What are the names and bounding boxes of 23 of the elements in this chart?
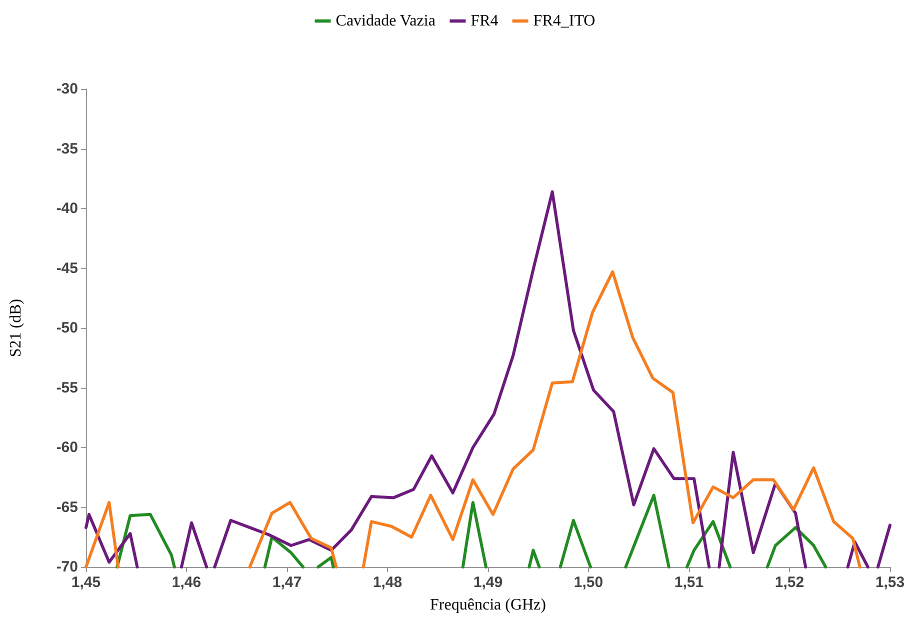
x-tick-label: 1,47: [272, 574, 302, 591]
legend-label: FR4_ITO: [533, 12, 596, 30]
legend-label: Cavidade Vazia: [336, 12, 436, 30]
legend-label: FR4: [470, 12, 498, 30]
y-tick-label: -65: [56, 498, 78, 516]
x-tick-label: 1,50: [574, 574, 604, 591]
y-tick-label: -55: [56, 379, 78, 396]
y-tick-label: -40: [56, 200, 78, 217]
x-tick-label: 1,46: [172, 574, 202, 591]
y-tick-label: -60: [56, 439, 78, 456]
y-tick-label: -45: [56, 260, 78, 277]
x-axis-title: Frequência (GHz): [430, 596, 546, 614]
y-axis-title: S21 (dB): [8, 298, 24, 358]
x-tick-label: 1,51: [674, 574, 704, 591]
y-tick-label: -70: [56, 558, 78, 576]
x-tick-label: 1,48: [372, 574, 402, 591]
x-tick-label: 1,53: [875, 574, 905, 591]
x-tick-label: 1,45: [71, 574, 101, 591]
y-tick-label: -35: [56, 140, 78, 158]
y-tick-label: -30: [56, 80, 78, 98]
x-tick-label: 1,52: [774, 574, 804, 591]
x-tick-label: 1,49: [473, 574, 503, 591]
y-tick-label: -50: [56, 320, 78, 336]
